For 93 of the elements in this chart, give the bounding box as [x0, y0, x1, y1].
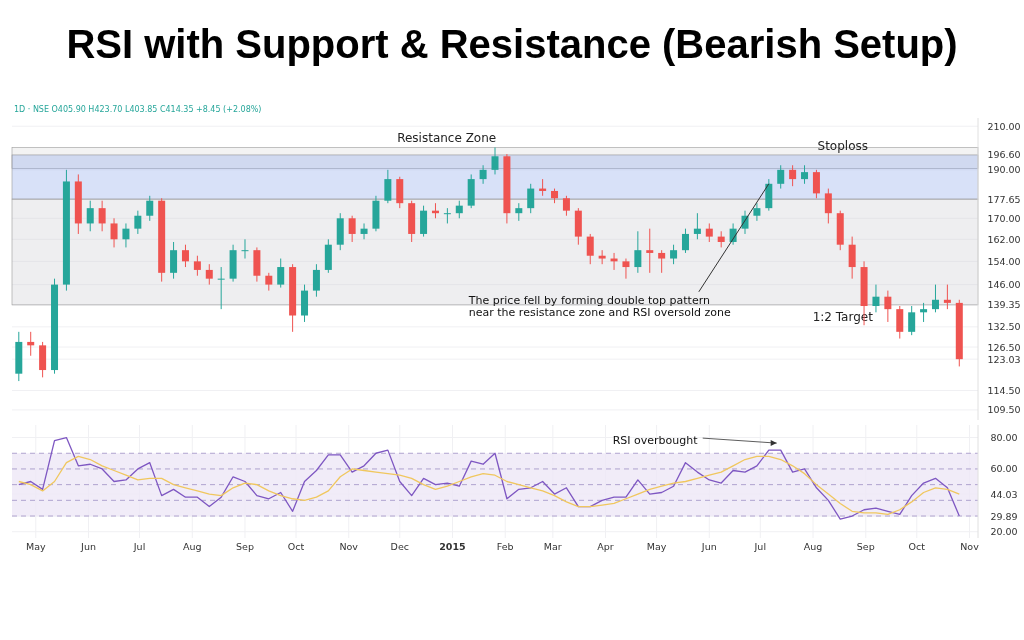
- x-tick-label: May: [25, 541, 47, 552]
- candlestick: [824, 188, 832, 224]
- chart-title: RSI with Support & Resistance (Bearish Setup): [66, 22, 958, 66]
- line-series: [18, 436, 960, 520]
- candlestick: [586, 233, 594, 265]
- y-tick-label: 210.00: [987, 120, 1021, 132]
- x-tick-label: Jun: [700, 541, 717, 552]
- y-tick-label: 80.00: [990, 432, 1018, 444]
- candlestick: [693, 212, 701, 240]
- candlestick: [848, 236, 856, 280]
- candlestick: [479, 164, 487, 185]
- x-tick-label: Oct: [908, 541, 926, 552]
- y-tick-label: 190.00: [987, 164, 1021, 176]
- candlestick: [491, 146, 499, 175]
- candlestick: [443, 207, 451, 224]
- annotation: The price fell by forming double top pattern near the resistance zone and RSI oversold zone: [467, 293, 732, 319]
- candlestick: [527, 183, 535, 214]
- candlestick: [205, 263, 213, 286]
- candlestick: [634, 230, 642, 274]
- y-tick-label: 20.00: [990, 526, 1018, 538]
- candlestick: [420, 205, 428, 238]
- y-tick-label: 177.65: [987, 193, 1021, 205]
- candlestick: [98, 200, 106, 232]
- candlestick: [908, 305, 916, 336]
- x-tick-label: Sep: [236, 541, 254, 552]
- x-tick-label: Jul: [753, 541, 767, 552]
- x-tick-label: Jun: [80, 541, 96, 552]
- x-tick-label: May: [646, 541, 667, 552]
- candlestick: [622, 258, 630, 280]
- candlestick: [170, 241, 178, 280]
- x-tick-label: Jul: [132, 541, 146, 552]
- band-label: Resistance Zone: [397, 131, 497, 146]
- candlestick: [812, 169, 820, 199]
- candlestick: [134, 210, 142, 235]
- y-tick-label: 114.50: [987, 384, 1021, 396]
- y-tick-label: 123.03: [987, 353, 1021, 365]
- candlestick: [658, 249, 666, 274]
- x-tick-label: Sep: [856, 541, 875, 552]
- candlestick: [146, 195, 154, 222]
- candlestick: [670, 244, 678, 265]
- y-tick-label: 146.00: [987, 279, 1021, 291]
- candlestick: [777, 164, 785, 190]
- y-tick-label: 44.03: [990, 488, 1018, 500]
- candlestick: [562, 195, 570, 217]
- candlestick: [896, 305, 904, 340]
- candlestick: [884, 290, 892, 323]
- y-tick-label: 29.89: [990, 510, 1018, 522]
- candlestick: [312, 263, 320, 298]
- x-tick-label: Mar: [543, 541, 562, 552]
- x-tick-label: Apr: [597, 541, 614, 552]
- candlestick: [789, 164, 797, 187]
- x-tick-label: Oct: [287, 541, 305, 552]
- candlestick: [193, 255, 201, 277]
- band-label: 1:2 Target: [812, 309, 874, 324]
- x-tick-label: Dec: [390, 541, 409, 552]
- candlestick: [217, 266, 225, 310]
- y-tick-label: 109.50: [987, 404, 1021, 416]
- y-tick-label: 126.50: [987, 341, 1021, 353]
- candlestick: [122, 222, 130, 248]
- candlestick: [753, 202, 761, 222]
- candlestick: [384, 169, 392, 204]
- candlestick: [598, 249, 606, 265]
- y-tick-label: 60.00: [990, 463, 1018, 475]
- x-tick-label: Feb: [496, 541, 514, 552]
- candlestick: [86, 200, 94, 232]
- annotation: RSI overbought: [612, 434, 699, 448]
- y-tick-label: 170.00: [987, 212, 1021, 224]
- text: 1D · NSE O405.90 H423.70 L403.85 C414.35 +8.45 (+2.08%): [14, 105, 262, 114]
- x-tick-label: Nov: [339, 541, 359, 552]
- candlestick: [872, 284, 880, 313]
- candlestick: [646, 228, 654, 274]
- candlestick: [920, 302, 928, 323]
- candlestick: [348, 215, 356, 243]
- x-tick-label: Nov: [960, 541, 980, 552]
- x-tick-label: 2015: [439, 541, 466, 552]
- candlestick: [181, 244, 189, 268]
- candlestick: [801, 164, 809, 185]
- y-tick-label: 132.50: [987, 321, 1021, 333]
- y-tick-label: 154.00: [987, 255, 1021, 267]
- candlestick: [681, 228, 689, 254]
- candlestick: [241, 238, 249, 260]
- x-tick-label: Aug: [803, 541, 823, 552]
- y-tick-label: 139.35: [987, 299, 1021, 311]
- candlestick: [943, 284, 951, 310]
- candlestick: [931, 284, 939, 313]
- candlestick: [705, 222, 713, 243]
- candlestick: [277, 258, 285, 289]
- band-label: Stoploss: [817, 138, 868, 153]
- x-tick-label: Aug: [182, 541, 202, 552]
- y-tick-label: 196.60: [987, 149, 1021, 161]
- candlestick: [360, 222, 368, 240]
- candlestick: [110, 217, 118, 248]
- y-tick-label: 162.00: [987, 233, 1021, 245]
